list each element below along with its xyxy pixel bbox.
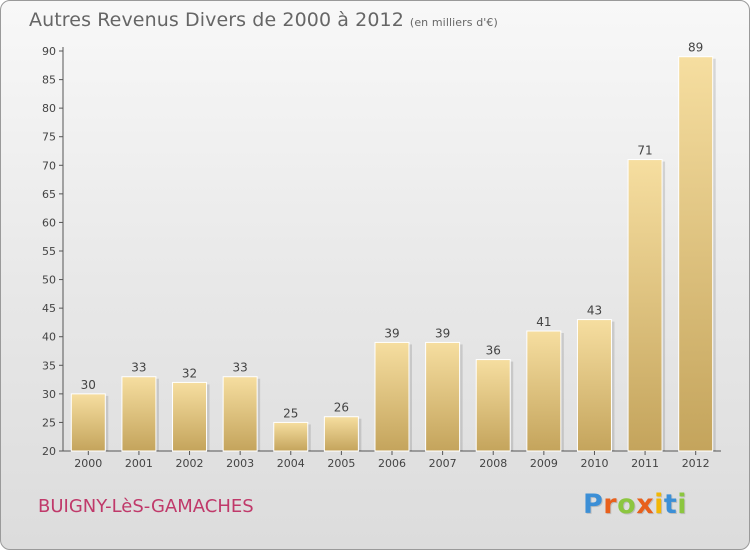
x-tick-label: 2007 bbox=[429, 457, 457, 470]
bar bbox=[222, 376, 258, 452]
y-tick-label: 75 bbox=[42, 131, 56, 144]
y-tick-label: 80 bbox=[42, 102, 56, 115]
data-label: 30 bbox=[81, 378, 96, 392]
data-label: 33 bbox=[233, 361, 248, 375]
y-tick-label: 45 bbox=[42, 302, 56, 315]
logo-letter: o bbox=[617, 489, 637, 520]
x-tick-label: 2004 bbox=[277, 457, 305, 470]
bar bbox=[576, 319, 612, 452]
data-label: 26 bbox=[334, 401, 349, 415]
bar bbox=[425, 341, 461, 452]
data-label: 32 bbox=[182, 366, 197, 380]
y-tick-label: 90 bbox=[42, 45, 56, 58]
x-tick-label: 2009 bbox=[530, 457, 558, 470]
x-tick-label: 2005 bbox=[327, 457, 355, 470]
bar bbox=[323, 416, 359, 452]
y-tick-label: 65 bbox=[42, 188, 56, 201]
x-tick-label: 2002 bbox=[176, 457, 204, 470]
bar bbox=[526, 330, 562, 452]
data-label: 36 bbox=[486, 344, 501, 358]
y-tick-label: 35 bbox=[42, 359, 56, 372]
y-tick-label: 30 bbox=[42, 388, 56, 401]
x-tick-label: 2010 bbox=[580, 457, 608, 470]
logo-letter: P bbox=[583, 489, 604, 520]
data-label: 43 bbox=[587, 304, 602, 318]
y-tick-label: 50 bbox=[42, 274, 56, 287]
bar bbox=[374, 341, 410, 452]
data-label: 41 bbox=[536, 315, 551, 329]
bar bbox=[70, 393, 106, 452]
data-label: 89 bbox=[688, 41, 703, 55]
logo-letter: i bbox=[677, 489, 688, 520]
logo-letter: r bbox=[603, 489, 618, 520]
bar bbox=[678, 56, 714, 452]
x-tick-label: 2006 bbox=[378, 457, 406, 470]
bar bbox=[627, 159, 663, 452]
y-tick-label: 70 bbox=[42, 159, 56, 172]
bar bbox=[172, 381, 208, 452]
y-tick-label: 25 bbox=[42, 416, 56, 429]
x-tick-label: 2003 bbox=[226, 457, 254, 470]
y-tick-label: 55 bbox=[42, 245, 56, 258]
proxiti-logo: Proxiti bbox=[583, 489, 687, 520]
y-tick-label: 40 bbox=[42, 331, 56, 344]
logo-letter: i bbox=[654, 489, 664, 520]
bar bbox=[273, 421, 309, 452]
logo-letter: t bbox=[663, 489, 678, 520]
chart-title-unit: (en milliers d'€) bbox=[409, 16, 498, 29]
x-tick-label: 2012 bbox=[682, 457, 710, 470]
bar bbox=[121, 376, 157, 452]
bar bbox=[475, 359, 511, 452]
y-tick-label: 20 bbox=[42, 445, 56, 458]
x-tick-label: 2008 bbox=[479, 457, 507, 470]
data-label: 39 bbox=[384, 326, 399, 340]
data-label: 33 bbox=[131, 361, 146, 375]
location-name: BUIGNY-LèS-GAMACHES bbox=[38, 496, 254, 517]
logo-letter: x bbox=[636, 489, 655, 520]
x-tick-label: 2001 bbox=[125, 457, 153, 470]
y-tick-label: 85 bbox=[42, 74, 56, 87]
chart-title-main: Autres Revenus Divers de 2000 à 2012 bbox=[29, 9, 404, 31]
x-tick-label: 2000 bbox=[74, 457, 102, 470]
data-label: 39 bbox=[435, 326, 450, 340]
x-tick-label: 2011 bbox=[631, 457, 659, 470]
chart-title: Autres Revenus Divers de 2000 à 2012 (en … bbox=[29, 9, 498, 31]
data-label: 25 bbox=[283, 406, 298, 420]
data-label: 71 bbox=[637, 144, 652, 158]
y-tick-label: 60 bbox=[42, 216, 56, 229]
